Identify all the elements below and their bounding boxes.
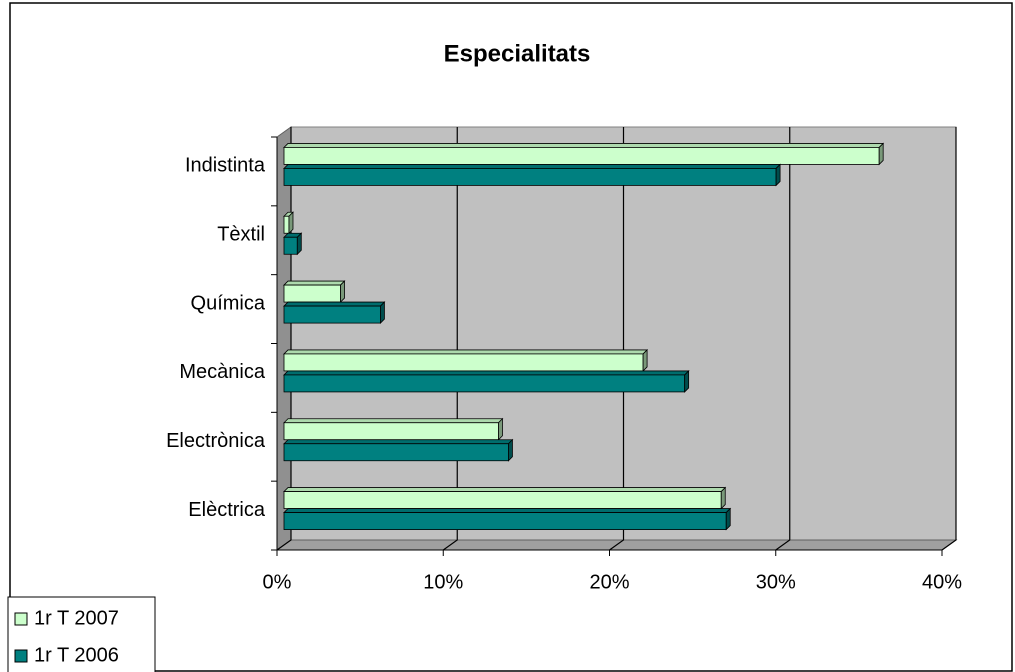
bar-top	[283, 439, 514, 445]
legend-swatch	[14, 649, 28, 663]
bar-end	[498, 417, 503, 441]
bar	[283, 512, 727, 530]
legend-box	[7, 596, 156, 672]
legend-label: 1r T 2006	[34, 644, 119, 666]
grid-line	[276, 127, 292, 551]
bar-end	[288, 211, 294, 235]
grid-line	[941, 127, 957, 551]
bar-end	[720, 486, 726, 510]
bar	[283, 353, 644, 372]
chart-title: Especialitats	[444, 40, 591, 67]
bar-top	[283, 164, 782, 169]
bar-top	[283, 143, 885, 148]
bar-end	[380, 301, 385, 325]
bar-top	[283, 418, 504, 424]
legend-label: 1r T 2007	[34, 607, 119, 629]
bar-top	[283, 487, 727, 492]
bar-top	[283, 280, 346, 286]
bar	[283, 305, 381, 324]
x-tick-label: 30%	[756, 571, 796, 593]
bar-end	[878, 142, 884, 166]
bar	[283, 168, 777, 186]
bar	[283, 215, 290, 234]
bar-top	[283, 508, 732, 513]
legend-swatch	[14, 612, 28, 626]
bar	[283, 491, 722, 509]
grid-line	[609, 127, 625, 551]
bar-end	[642, 348, 648, 372]
y-tick-label: Mecànica	[179, 361, 265, 383]
bar-top	[283, 349, 649, 355]
grid-line	[442, 127, 458, 551]
bar	[283, 374, 686, 393]
bar	[283, 236, 298, 255]
x-tick-label: 40%	[922, 571, 962, 593]
bar-end	[684, 369, 690, 393]
bar-end	[725, 507, 731, 531]
bar	[283, 284, 341, 303]
y-tick-label: Elèctrica	[188, 499, 266, 521]
x-tick-label: 20%	[589, 571, 629, 593]
bar-top	[283, 301, 386, 307]
y-tick-label: Electrònica	[166, 430, 266, 452]
x-tick-label: 10%	[423, 571, 463, 593]
bar-top	[283, 370, 690, 376]
bar	[283, 443, 509, 462]
x-tick-label: 0%	[263, 571, 292, 593]
y-tick-label: Indistinta	[185, 155, 266, 177]
bar-end	[296, 232, 302, 256]
bar	[283, 422, 499, 441]
bar-end	[340, 280, 345, 304]
bar	[283, 147, 880, 165]
bar-end	[775, 163, 781, 187]
side-wall	[276, 126, 292, 551]
bar-end	[508, 438, 513, 462]
y-tick-label: Tèxtil	[217, 224, 265, 246]
y-tick-label: Química	[191, 292, 266, 314]
grid-line	[775, 127, 791, 551]
